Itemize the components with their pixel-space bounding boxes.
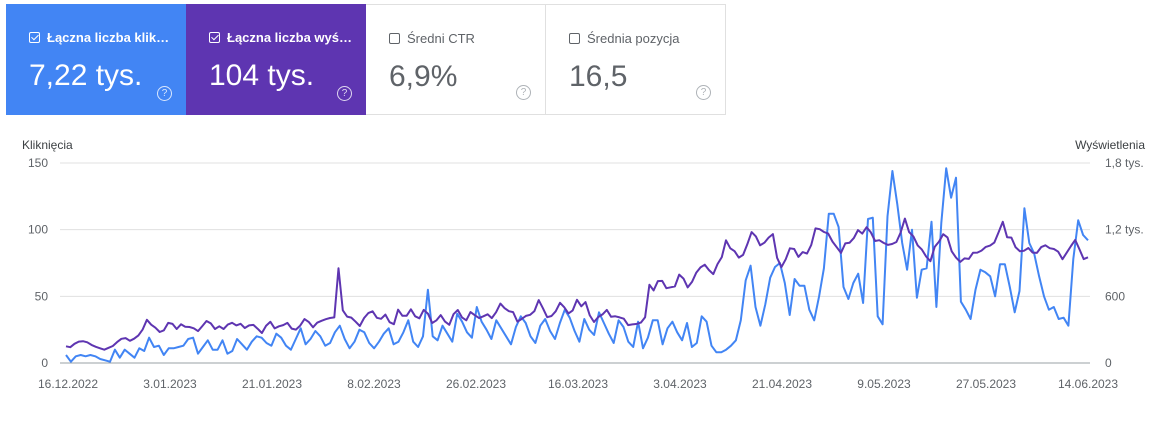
checkbox-checked-icon[interactable] — [209, 32, 220, 43]
help-icon[interactable]: ? — [157, 86, 172, 101]
x-tick-label: 8.02.2023 — [347, 377, 401, 391]
x-tick-label: 14.06.2023 — [1058, 377, 1118, 391]
help-icon[interactable]: ? — [337, 86, 352, 101]
card-header: Średni CTR — [389, 31, 475, 46]
x-tick-label: 27.05.2023 — [956, 377, 1016, 391]
right-tick-label: 1,2 tys. — [1105, 223, 1144, 237]
card-value: 6,9% — [389, 60, 458, 93]
right-tick-label: 0 — [1105, 356, 1112, 370]
card-total-impressions[interactable]: Łączna liczba wyświetleń 104 tys. ? — [186, 4, 366, 115]
checkbox-unchecked-icon[interactable] — [389, 33, 400, 44]
left-tick-label: 0 — [41, 356, 48, 370]
card-label: Średni CTR — [407, 31, 475, 46]
x-tick-label: 21.04.2023 — [752, 377, 812, 391]
card-label: Łączna liczba wyświetleń — [227, 30, 357, 45]
x-tick-label: 3.01.2023 — [143, 377, 197, 391]
performance-chart[interactable]: 150 100 50 0 1,8 tys. 1,2 tys. 600 0 16.12.2022 3… — [0, 130, 1175, 400]
series-line-clicks — [65, 167, 1089, 363]
card-header: Łączna liczba kliknięć — [29, 30, 177, 45]
x-tick-label: 16.12.2022 — [38, 377, 98, 391]
metric-cards: Łączna liczba kliknięć 7,22 tys. ? Łączn… — [6, 4, 726, 115]
card-label: Średnia pozycja — [587, 31, 680, 46]
right-axis-title: Wyświetlenia — [1075, 138, 1145, 152]
help-icon[interactable]: ? — [516, 85, 531, 100]
x-tick-label: 3.04.2023 — [653, 377, 707, 391]
card-value: 16,5 — [569, 60, 628, 93]
card-value: 104 tys. — [209, 59, 315, 92]
card-header: Łączna liczba wyświetleń — [209, 30, 357, 45]
card-value: 7,22 tys. — [29, 59, 143, 92]
x-tick-label: 26.02.2023 — [446, 377, 506, 391]
help-icon[interactable]: ? — [696, 85, 711, 100]
card-average-position[interactable]: Średnia pozycja 16,5 ? — [546, 4, 726, 115]
left-tick-label: 100 — [28, 223, 48, 237]
x-tick-label: 16.03.2023 — [548, 377, 608, 391]
card-total-clicks[interactable]: Łączna liczba kliknięć 7,22 tys. ? — [6, 4, 186, 115]
card-average-ctr[interactable]: Średni CTR 6,9% ? — [366, 4, 546, 115]
card-label: Łączna liczba kliknięć — [47, 30, 177, 45]
series-line-impressions — [65, 217, 1089, 351]
left-axis-title: Kliknięcia — [22, 138, 73, 152]
checkbox-unchecked-icon[interactable] — [569, 33, 580, 44]
card-header: Średnia pozycja — [569, 31, 680, 46]
right-tick-label: 600 — [1105, 289, 1125, 303]
x-tick-label: 9.05.2023 — [857, 377, 911, 391]
x-tick-label: 21.01.2023 — [242, 377, 302, 391]
right-tick-label: 1,8 tys. — [1105, 156, 1144, 170]
left-tick-label: 50 — [35, 289, 49, 303]
checkbox-checked-icon[interactable] — [29, 32, 40, 43]
left-tick-label: 150 — [28, 156, 48, 170]
